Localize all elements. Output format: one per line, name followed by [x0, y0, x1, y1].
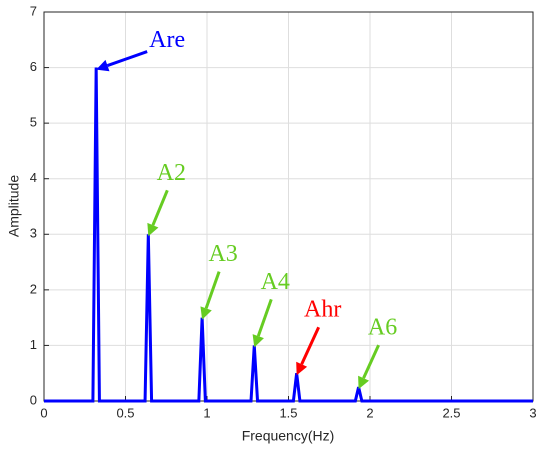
annotation-arrowhead — [252, 334, 264, 348]
x-tick-label: 1 — [203, 405, 210, 420]
annotation-arrowhead — [358, 375, 370, 390]
annotation-label: A4 — [261, 269, 290, 295]
x-tick-label: 2.5 — [442, 405, 460, 420]
annotation-arrowhead — [296, 361, 308, 376]
y-tick-label: 6 — [30, 59, 37, 74]
annotation-label: A2 — [157, 160, 186, 186]
x-tick-label: 0 — [40, 405, 47, 420]
annotation-arrowhead — [96, 59, 110, 72]
annotation-label: A6 — [368, 315, 397, 341]
y-tick-label: 5 — [30, 115, 37, 130]
y-tick-label: 2 — [30, 281, 37, 296]
annotation-label: A3 — [208, 241, 237, 267]
annotation-arrowhead — [147, 222, 159, 237]
y-tick-label: 0 — [30, 392, 37, 407]
y-tick-label: 3 — [30, 226, 37, 241]
x-tick-label: 3 — [529, 405, 536, 420]
y-tick-label: 7 — [30, 3, 37, 18]
x-tick-label: 1.5 — [279, 405, 297, 420]
annotation-arrow — [151, 189, 169, 226]
x-tick-label: 0.5 — [116, 405, 134, 420]
annotation-arrow — [204, 271, 221, 309]
annotation-arrow — [362, 344, 380, 379]
y-tick-label: 1 — [30, 337, 37, 352]
x-tick-label: 2 — [366, 405, 373, 420]
y-axis-label: Amplitude — [6, 175, 22, 237]
annotation-arrow — [256, 298, 273, 337]
annotation-arrow — [106, 50, 148, 67]
annotation-arrow — [300, 326, 321, 365]
annotation-arrowhead — [200, 306, 212, 320]
y-tick-label: 4 — [30, 170, 37, 185]
x-axis-label: Frequency(Hz) — [242, 428, 335, 444]
line-series — [44, 67, 533, 403]
annotation-label: Are — [149, 27, 185, 53]
annotation-label: Ahr — [304, 297, 341, 323]
